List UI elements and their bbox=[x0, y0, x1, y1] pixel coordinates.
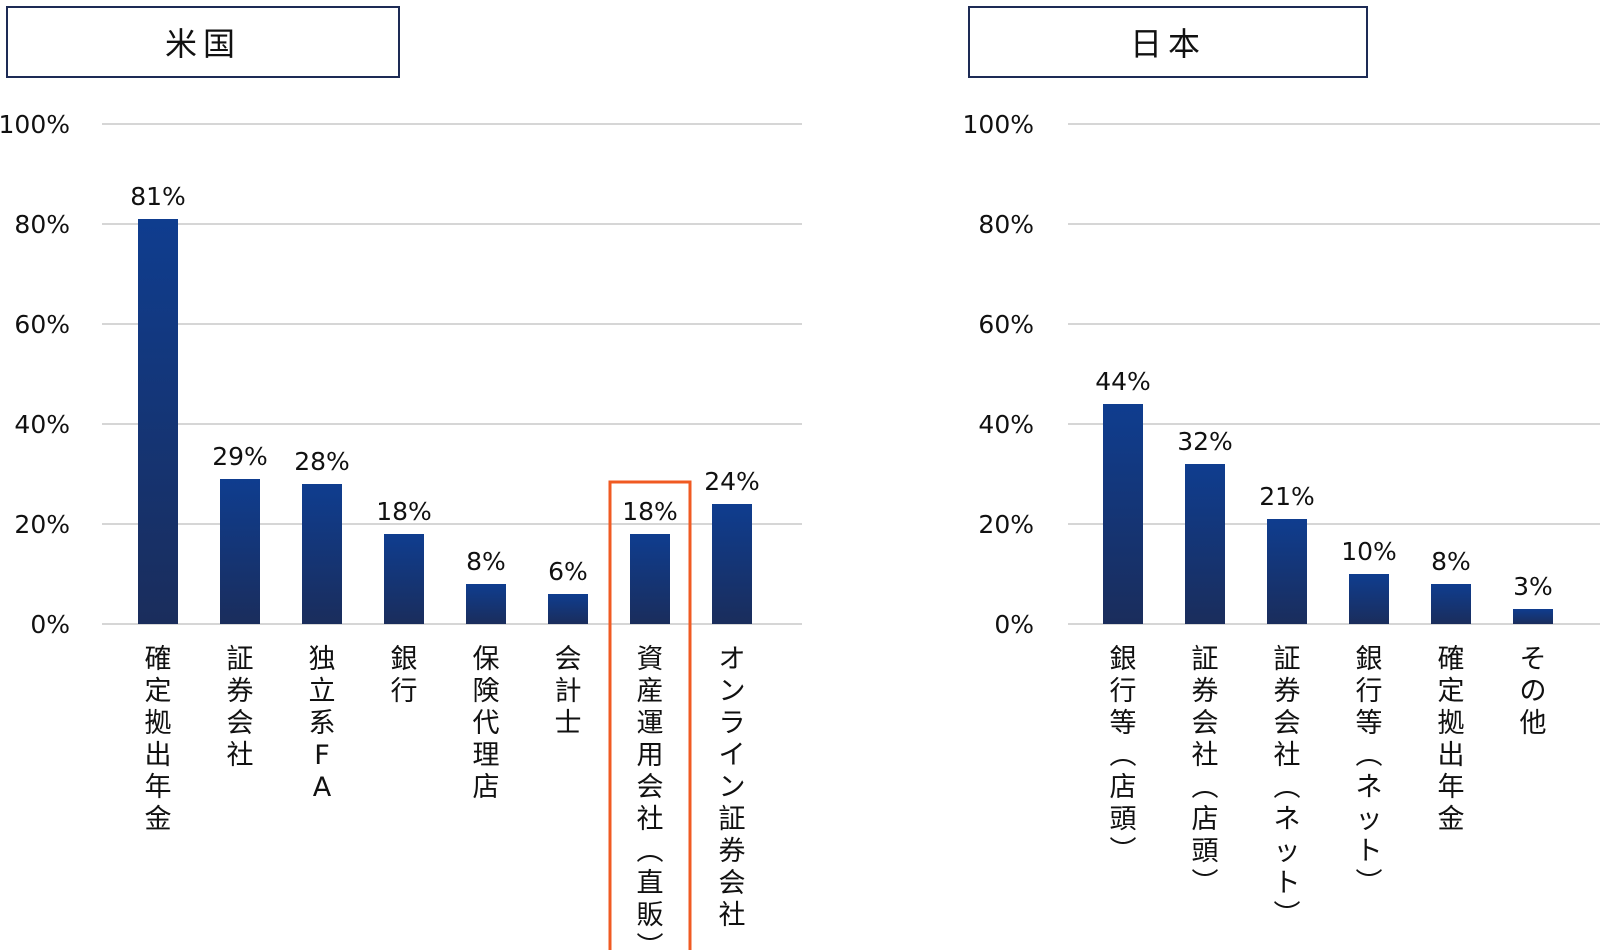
us-bar bbox=[466, 584, 506, 624]
us-data-label: 18% bbox=[622, 497, 678, 526]
jp-data-label: 21% bbox=[1259, 482, 1315, 511]
us-category-label: 銀行 bbox=[391, 644, 418, 707]
us-category-label: オンライン証券会社 bbox=[719, 644, 746, 931]
japan-chart: 0% 20% 40% 60% 80% 100% 44% 銀行等︵店頭︶ 32% 証券会社︵店頭︶ 2… bbox=[963, 110, 1600, 931]
jp-y-tick-label: 60% bbox=[978, 310, 1034, 339]
jp-data-label: 32% bbox=[1177, 427, 1233, 456]
us-panel-title: 米国 bbox=[6, 6, 400, 78]
jp-bar bbox=[1349, 574, 1389, 624]
jp-data-label: 3% bbox=[1513, 572, 1553, 601]
us-category-label: 資産運用会社︵直販︶ bbox=[637, 644, 664, 950]
us-bar bbox=[548, 594, 588, 624]
us-bar bbox=[220, 479, 260, 624]
jp-y-tick-label: 80% bbox=[978, 210, 1034, 239]
jp-category-label: 証券会社︵店頭︶ bbox=[1192, 644, 1219, 899]
jp-bar bbox=[1513, 609, 1553, 624]
jp-bar bbox=[1267, 519, 1307, 624]
jp-y-tick-label: 100% bbox=[963, 110, 1034, 139]
jp-y-tick-label: 20% bbox=[978, 510, 1034, 539]
us-data-label: 6% bbox=[548, 557, 588, 586]
us-bar bbox=[138, 219, 178, 624]
us-chart: 0% 20% 40% 60% 80% 100% 81% 確定拠出年金 29% 証券会社 28% 独立系… bbox=[0, 110, 802, 950]
us-y-tick-label: 40% bbox=[14, 410, 70, 439]
us-bar bbox=[384, 534, 424, 624]
jp-category-label: その他 bbox=[1520, 644, 1547, 739]
us-y-tick-label: 0% bbox=[30, 610, 70, 639]
jp-data-label: 10% bbox=[1341, 537, 1397, 566]
us-data-label: 81% bbox=[130, 182, 186, 211]
jp-category-label: 確定拠出年金 bbox=[1438, 644, 1465, 835]
jp-category-label: 銀行等︵店頭︶ bbox=[1110, 644, 1137, 867]
jp-data-label: 8% bbox=[1431, 547, 1471, 576]
us-category-label: 会計士 bbox=[555, 644, 582, 739]
jp-y-tick-label: 40% bbox=[978, 410, 1034, 439]
us-category-label: 証券会社 bbox=[227, 644, 254, 771]
us-category-label: 保険代理店 bbox=[473, 644, 500, 803]
us-data-label: 24% bbox=[704, 467, 760, 496]
us-y-tick-label: 100% bbox=[0, 110, 70, 139]
jp-category-label: 証券会社︵ネット︶ bbox=[1274, 644, 1301, 931]
jp-bar bbox=[1185, 464, 1225, 624]
us-data-label: 8% bbox=[466, 547, 506, 576]
us-data-label: 18% bbox=[376, 497, 432, 526]
us-data-label: 28% bbox=[294, 447, 350, 476]
jp-bar bbox=[1103, 404, 1143, 624]
jp-bar bbox=[1431, 584, 1471, 624]
jp-category-label: 銀行等︵ネット︶ bbox=[1356, 644, 1383, 899]
us-data-label: 29% bbox=[212, 442, 268, 471]
us-bar bbox=[712, 504, 752, 624]
us-category-label: 独立系 F A bbox=[309, 644, 336, 803]
jp-y-tick-label: 0% bbox=[994, 610, 1034, 639]
us-bar bbox=[630, 534, 670, 624]
us-category-label: 確定拠出年金 bbox=[145, 644, 172, 835]
us-y-tick-label: 60% bbox=[14, 310, 70, 339]
us-highlight-box bbox=[608, 480, 692, 950]
us-y-tick-label: 20% bbox=[14, 510, 70, 539]
us-bar bbox=[302, 484, 342, 624]
jp-data-label: 44% bbox=[1095, 367, 1151, 396]
us-y-tick-label: 80% bbox=[14, 210, 70, 239]
japan-panel-title: 日本 bbox=[968, 6, 1368, 78]
